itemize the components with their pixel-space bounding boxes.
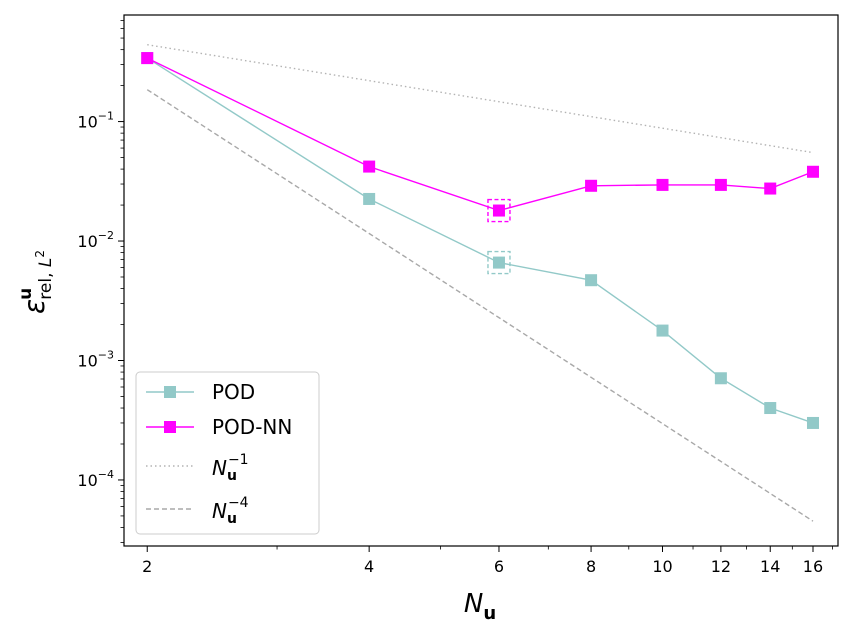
y-axis-label-sub-l-exp: 2 xyxy=(33,250,47,258)
legend-label-n-inv1-sub: u xyxy=(227,468,237,484)
reference-line-n-inv1 xyxy=(147,44,814,154)
x-axis-label: Nu xyxy=(464,589,496,624)
y-tick-label-exp-2: −2 xyxy=(98,229,114,242)
highlight-box-pod-nn xyxy=(487,198,511,223)
y-tick-label-exp-0: −4 xyxy=(98,468,114,481)
y-tick-label-base-3: 10 xyxy=(77,113,97,132)
y-tick-label-exp-1: −3 xyxy=(98,348,114,361)
x-axis-label-main: N xyxy=(464,589,483,619)
data-point-pod-16 xyxy=(806,416,819,429)
highlight-box-pod xyxy=(487,250,511,275)
data-point-pod-14 xyxy=(764,402,777,415)
y-axis-label: εurel, L2 xyxy=(16,250,56,314)
y-tick-label-3: 10−1 xyxy=(77,110,114,132)
reference-lines xyxy=(146,44,814,522)
data-point-pod-nn-6 xyxy=(492,204,505,217)
legend-entry-n-inv1: Nu−1 xyxy=(146,452,249,484)
legend-label-n-inv4: Nu−4 xyxy=(212,495,249,527)
x-tick-label-10: 10 xyxy=(652,557,672,576)
data-point-pod-4 xyxy=(363,192,376,205)
y-tick-label-base-0: 10 xyxy=(77,471,97,490)
y-tick-label-base-1: 10 xyxy=(77,351,97,370)
data-point-pod-10 xyxy=(656,324,669,337)
legend-label-pod-nn: POD-NN xyxy=(212,415,292,439)
legend-label-n-inv4-sup: −4 xyxy=(228,495,249,511)
legend-label-n-inv4-base: N xyxy=(212,499,227,523)
y-axis-label-main: ε xyxy=(18,299,51,314)
legend-entry-pod: POD xyxy=(146,380,255,404)
data-point-pod-12 xyxy=(714,372,727,385)
x-tick-label-8: 8 xyxy=(586,557,596,576)
data-point-pod-nn-4 xyxy=(363,160,376,173)
data-point-pod-6 xyxy=(492,256,505,269)
reference-line-n-inv4 xyxy=(146,89,814,522)
legend-label-n-inv1-base: N xyxy=(212,456,227,480)
y-tick-label-2: 10−2 xyxy=(77,229,114,251)
x-tick-label-4: 4 xyxy=(364,557,374,576)
y-axis-label-sub-l: L xyxy=(36,258,56,267)
legend-label-n-inv4-sub: u xyxy=(227,511,237,527)
data-point-pod-nn-12 xyxy=(714,178,727,191)
x-tick-label-2: 2 xyxy=(142,557,152,576)
series-line-pod xyxy=(146,57,814,424)
x-tick-label-6: 6 xyxy=(494,557,504,576)
series-layer xyxy=(141,52,819,429)
y-tick-label-exp-3: −1 xyxy=(98,110,114,123)
legend-label-n-inv1-sup: −1 xyxy=(228,452,249,468)
legend-entry-pod-nn: POD-NN xyxy=(146,415,292,439)
plot-frame xyxy=(123,14,839,547)
data-point-pod-8 xyxy=(585,274,598,287)
legend: POD POD-NN Nu−1 Nu−4 xyxy=(135,371,320,535)
data-point-pod-nn-14 xyxy=(764,182,777,195)
legend-box xyxy=(135,371,320,535)
y-tick-label-0: 10−4 xyxy=(77,468,114,490)
legend-swatch-pod-nn-marker xyxy=(164,421,176,433)
data-point-pod-nn-8 xyxy=(585,179,598,192)
data-point-pod-nn-2 xyxy=(141,52,154,65)
x-tick-label-16: 16 xyxy=(803,557,823,576)
y-tick-label-base-2: 10 xyxy=(77,232,97,251)
data-point-pod-nn-10 xyxy=(656,178,669,191)
legend-entry-n-inv4: Nu−4 xyxy=(146,495,249,527)
x-axis-label-sub: u xyxy=(483,603,496,624)
data-point-pod-nn-16 xyxy=(806,165,819,178)
x-tick-label-14: 14 xyxy=(760,557,780,576)
y-axis-label-sub: rel, xyxy=(36,267,56,300)
legend-swatch-pod-marker xyxy=(164,386,176,398)
legend-label-pod: POD xyxy=(212,380,255,404)
series-line-pod-nn xyxy=(146,57,814,212)
y-axis-label-sup: u xyxy=(16,288,36,300)
y-tick-label-1: 10−3 xyxy=(77,348,114,370)
legend-label-n-inv1: Nu−1 xyxy=(212,452,249,484)
highlight-boxes xyxy=(487,198,511,275)
x-tick-label-12: 12 xyxy=(711,557,731,576)
